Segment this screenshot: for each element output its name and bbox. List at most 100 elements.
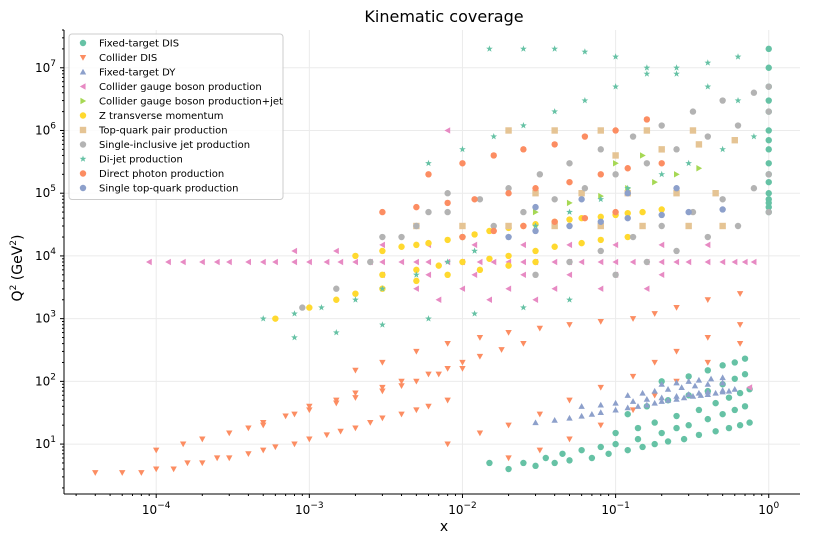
- series-5-point-19: [658, 206, 665, 213]
- series-3-point-52: [425, 271, 432, 279]
- series-2-point-18: [712, 389, 719, 396]
- series-1-point-17: [367, 420, 374, 426]
- series-0-point-18: [542, 454, 549, 462]
- series-3-point-9: [291, 258, 298, 266]
- series-7-point-27: [673, 146, 680, 153]
- series-1-point-68: [536, 411, 544, 418]
- series-3-point-63: [643, 285, 650, 292]
- y-tick-label-exp-2: 3: [50, 310, 56, 320]
- series-8-point-20: [520, 122, 527, 129]
- series-5-point-31: [272, 315, 279, 322]
- series-8-point-5: [413, 271, 420, 278]
- series-0-point-64: [765, 178, 772, 186]
- series-6-point-13: [612, 152, 619, 159]
- series-5-point-5: [444, 236, 451, 244]
- series-7-point-28: [704, 133, 712, 140]
- x-tick-label-1: 10−3: [295, 501, 324, 517]
- series-3-point-48: [612, 241, 619, 249]
- series-4-point-8: [640, 152, 646, 159]
- series-2-point-0: [532, 419, 539, 426]
- series-3-point-11: [323, 258, 330, 266]
- x-axis-label: x: [440, 519, 448, 535]
- series-9-point-7: [597, 171, 604, 178]
- series-3-point-0: [145, 258, 152, 266]
- series-1-point-65: [444, 441, 451, 448]
- series-5-point-28: [578, 239, 585, 247]
- series-8-point-30: [551, 45, 558, 52]
- series-3-point-4: [213, 258, 220, 266]
- series-3-point-10: [306, 258, 312, 266]
- series-1-point-24: [179, 441, 187, 448]
- series-8-point-38: [333, 329, 340, 336]
- series-1-point-73: [673, 348, 680, 355]
- series-3-point-7: [260, 258, 266, 266]
- x-tick-label-2: 10−2: [448, 501, 477, 517]
- series-0-point-30: [741, 403, 749, 410]
- series-1-point-59: [597, 318, 604, 325]
- series-1-point-16: [352, 425, 359, 432]
- series-1-point-74: [704, 334, 712, 341]
- y-axis-label: Q2 (GeV2): [9, 235, 26, 302]
- series-2-point-38: [691, 382, 699, 389]
- x-tick-label-exp-0: −4: [157, 501, 171, 511]
- series-2-point-13: [673, 395, 680, 402]
- series-1-point-77: [536, 447, 544, 454]
- series-0-point-21: [597, 443, 604, 451]
- series-7-point-12: [566, 160, 573, 167]
- series-0-point-37: [725, 394, 733, 401]
- series-7: [299, 83, 772, 311]
- series-2-point-31: [719, 387, 726, 393]
- x-tick-label-base-4: 10: [758, 503, 773, 517]
- series-1-point-42: [352, 390, 359, 397]
- series-3-point-34: [673, 258, 680, 266]
- legend-marker-5: [79, 112, 87, 119]
- series-8-point-14: [685, 159, 692, 167]
- series-2-point-6: [612, 406, 619, 413]
- y-tick-label-0: 101: [35, 435, 56, 451]
- series-0-point-60: [765, 136, 772, 144]
- chart-title: Kinematic coverage: [364, 7, 523, 26]
- series-6-point-21: [689, 127, 697, 134]
- series-3-point-43: [379, 241, 385, 249]
- series-3-point-2: [179, 258, 186, 266]
- series-2-point-11: [658, 398, 665, 404]
- series-7-point-18: [750, 89, 758, 96]
- series-2-point-10: [651, 399, 658, 406]
- x-tick-label-base-1: 10: [295, 503, 310, 517]
- series-2-point-43: [685, 378, 692, 384]
- series-4-point-5: [673, 171, 680, 178]
- series-1-point-45: [425, 371, 432, 378]
- series-8-point-35: [704, 83, 712, 90]
- series-7-point-33: [597, 247, 604, 255]
- series-10-point-1: [532, 227, 539, 235]
- series-3-point-55: [566, 271, 573, 279]
- y-tick-label-exp-3: 4: [50, 247, 56, 257]
- series-5-point-1: [379, 247, 386, 255]
- series-1-point-71: [629, 373, 637, 380]
- series-5-point-37: [444, 271, 451, 279]
- series-5-point-24: [486, 255, 493, 262]
- series-1-point-60: [629, 316, 637, 322]
- series-5-point-29: [597, 236, 604, 244]
- series-8-point-13: [658, 170, 666, 178]
- series-3-point-68: [746, 384, 753, 391]
- series-1-point-33: [379, 388, 386, 395]
- series-4-point-7: [613, 160, 619, 167]
- y-axis-label-base: Q: [10, 290, 26, 301]
- series-1-point-62: [673, 305, 680, 311]
- series-3-point-28: [578, 258, 585, 266]
- series-5-point-21: [413, 266, 420, 274]
- series-0-point-8: [651, 440, 658, 448]
- series-9: [379, 116, 665, 241]
- series-9-point-15: [581, 133, 589, 140]
- series-10-point-7: [719, 206, 726, 213]
- series-8-point-28: [486, 45, 493, 52]
- series-8-point-19: [490, 133, 498, 140]
- series-0-point-31: [612, 429, 619, 437]
- series-10-point-11: [673, 185, 680, 192]
- series-7-point-8: [444, 208, 451, 216]
- series-7-point-25: [612, 171, 619, 178]
- x-tick-label-3: 10−1: [601, 501, 630, 517]
- series-6-point-1: [459, 222, 466, 230]
